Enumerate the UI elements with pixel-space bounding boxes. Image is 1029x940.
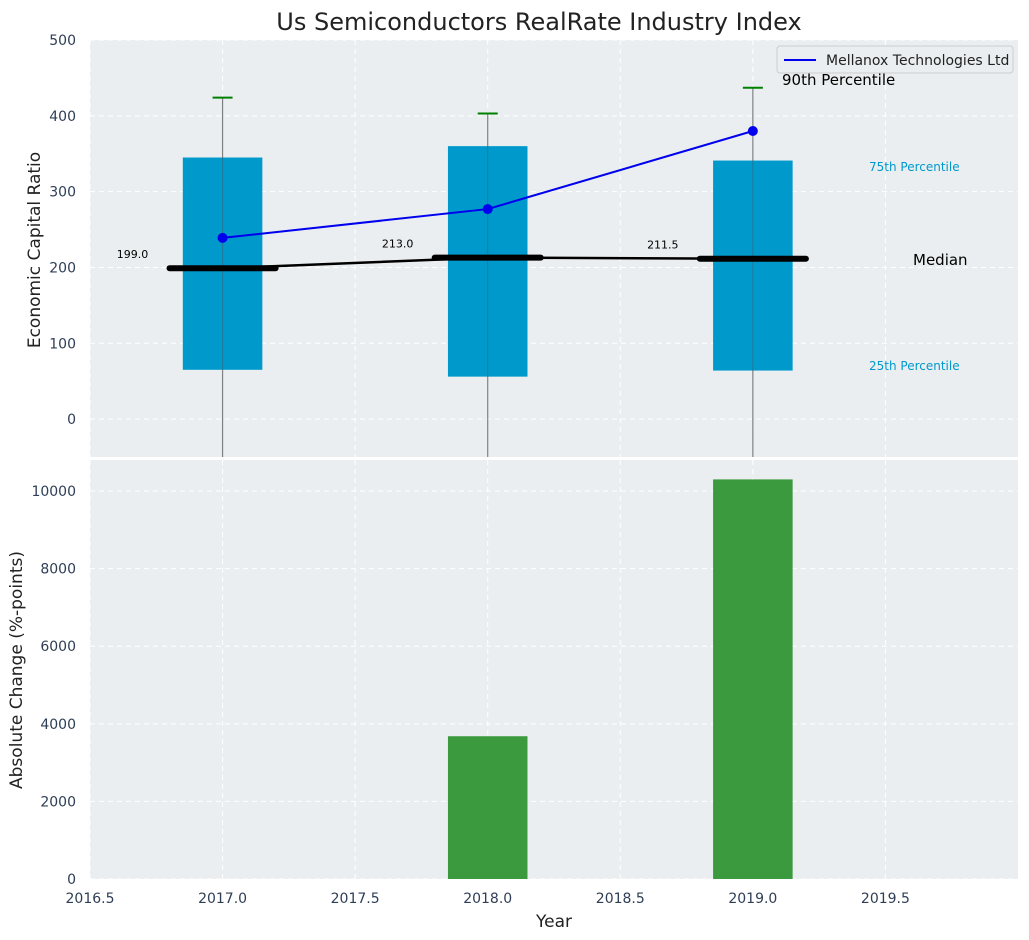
x-axis-label: Year	[535, 912, 572, 932]
median-value-label: 211.5	[647, 239, 679, 252]
annotation-75th-percentile: 75th Percentile	[869, 160, 960, 174]
top-y-axis-label: Economic Capital Ratio	[25, 152, 45, 348]
bottom-y-tick-label: 6000	[40, 639, 76, 655]
bottom-y-tick-label: 4000	[40, 717, 76, 733]
change-bar	[713, 479, 793, 879]
median-value-label: 199.0	[117, 248, 149, 261]
chart-title: Us Semiconductors RealRate Industry Inde…	[276, 8, 801, 36]
legend-entry: Mellanox Technologies Ltd	[826, 53, 1009, 69]
annotation-25th-percentile: 25th Percentile	[869, 359, 960, 373]
x-tick-label: 2019.5	[861, 891, 910, 907]
median-value-label: 213.0	[382, 238, 414, 251]
legend-box	[776, 45, 1014, 74]
x-tick-label: 2019.0	[728, 891, 777, 907]
annotation-90th-percentile: 90th Percentile	[782, 71, 895, 89]
top-y-tick-label: 100	[49, 336, 76, 352]
series-point-mellanox	[747, 125, 758, 136]
top-y-tick-label: 200	[49, 260, 76, 276]
series-point-mellanox	[482, 204, 493, 215]
legend: Mellanox Technologies Ltd	[776, 45, 1014, 74]
bottom-y-tick-label: 0	[67, 872, 76, 888]
top-y-tick-label: 400	[49, 109, 76, 125]
bottom-plot-marks	[447, 479, 793, 879]
bottom-y-axis-label: Absolute Change (%-points)	[7, 551, 27, 789]
bottom-y-tick-label: 10000	[31, 484, 76, 500]
bottom-axis-ticks: 0 2000 4000 6000 8000 10000 2016.5 2017.0 2017.5…	[31, 484, 909, 907]
x-tick-label: 2018.0	[463, 891, 512, 907]
change-bar	[447, 736, 528, 879]
top-y-tick-label: 0	[67, 412, 76, 428]
x-tick-label: 2016.5	[66, 891, 115, 907]
x-tick-label: 2017.0	[198, 891, 247, 907]
top-y-tick-label: 500	[49, 33, 76, 49]
annotation-median: Median	[913, 251, 968, 269]
bottom-panel-background	[90, 460, 1018, 879]
top-plot-marks: 199.0 213.0 211.5	[117, 86, 809, 457]
top-axis-ticks: 0 100 200 300 400 500	[49, 33, 76, 428]
bottom-y-tick-label: 8000	[40, 562, 76, 578]
x-tick-label: 2018.5	[596, 891, 645, 907]
x-tick-label: 2017.5	[331, 891, 380, 907]
top-y-tick-label: 300	[49, 185, 76, 201]
series-point-mellanox	[217, 232, 228, 243]
bottom-grid	[89, 460, 1018, 880]
bottom-y-tick-label: 2000	[40, 794, 76, 810]
